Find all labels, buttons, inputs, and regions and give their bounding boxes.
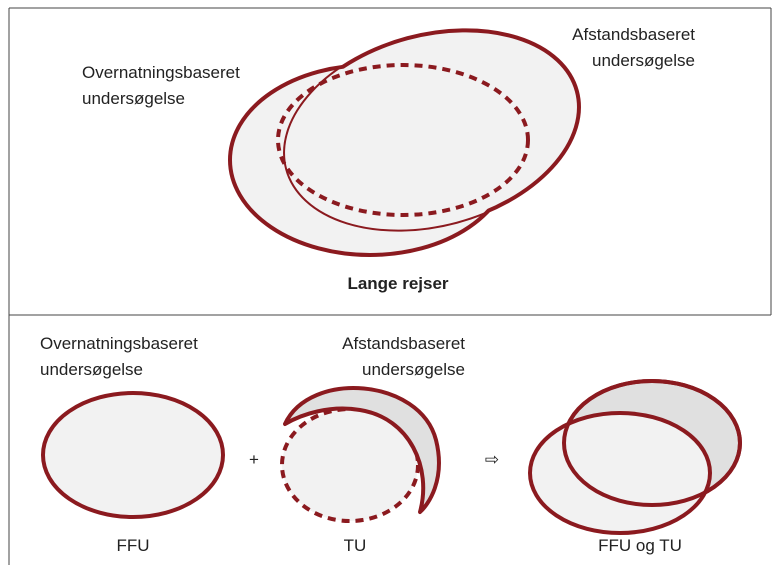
tu-shape	[280, 386, 441, 523]
combined-ellipses	[528, 379, 742, 535]
bottom-label-right: undersøgelse	[362, 360, 465, 379]
top-ellipses	[228, 28, 581, 257]
top-label-left: undersøgelse	[82, 89, 185, 108]
frame	[8, 7, 772, 565]
arrow: ⇨	[485, 450, 499, 469]
top-label-right: undersøgelse	[592, 51, 695, 70]
bottom-label-right: Afstandsbaseret	[342, 334, 465, 353]
caption: TU	[344, 536, 367, 555]
bottom-label-left: undersøgelse	[40, 360, 143, 379]
plus: +	[249, 450, 259, 469]
ffu-ellipse	[41, 391, 225, 519]
top-label-left: Overnatningsbaseret	[82, 63, 240, 82]
caption: FFU og TU	[598, 536, 682, 555]
caption: FFU	[116, 536, 149, 555]
top-label-right: Afstandsbaseret	[572, 25, 695, 44]
bottom-label-left: Overnatningsbaseret	[40, 334, 198, 353]
top-caption: Lange rejser	[347, 274, 448, 293]
